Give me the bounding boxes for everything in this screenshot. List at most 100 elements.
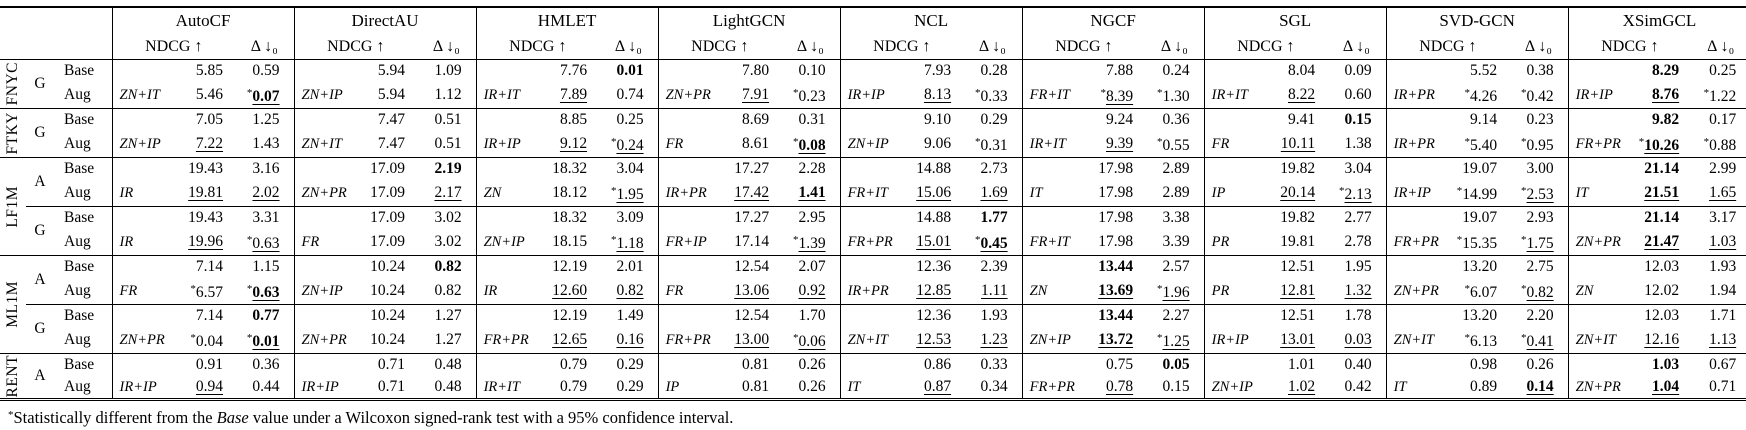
aug-strategy-label: FR — [657, 278, 716, 305]
aug-strategy-label: FR+PR — [1021, 376, 1080, 400]
aug-strategy-label — [1203, 108, 1262, 131]
aug-strategy-label: PR — [1203, 278, 1262, 305]
ndcg-value: 17.09 — [351, 206, 418, 229]
delta-value: 0.40 — [1327, 353, 1387, 376]
aug-strategy-label — [1567, 108, 1626, 131]
ndcg-value: 12.03 — [1625, 255, 1692, 278]
ndcg-value: 8.76 — [1652, 86, 1680, 103]
aug-strategy-label: ZN+IP — [111, 131, 170, 158]
ndcg-value: 21.51 — [1644, 184, 1680, 201]
aug-strategy-label: FR+PR — [475, 327, 534, 354]
delta-value: 0.23 — [1509, 108, 1569, 131]
split-label: G — [26, 206, 54, 256]
aug-strategy-label — [1021, 59, 1080, 82]
significance-asterisk: * — [1521, 185, 1527, 197]
aug-strategy-label — [293, 353, 352, 376]
delta-value: *0.08 — [792, 136, 826, 154]
delta-value: *0.24 — [610, 136, 644, 154]
table-footnote: *Statistically different from the Base v… — [0, 401, 1746, 428]
ndcg-value: 0.89 — [1470, 378, 1498, 395]
delta-value: 0.48 — [417, 353, 477, 376]
aug-strategy-label: ZN — [475, 180, 534, 207]
ndcg-value: 8.22 — [1287, 86, 1316, 103]
delta-value: 1.93 — [1691, 255, 1746, 278]
method-header-lightgcn: LightGCN — [657, 7, 841, 34]
delta-value: 0.36 — [1145, 108, 1205, 131]
aug-strategy-label: IR+PR — [657, 180, 716, 207]
ndcg-value: 7.89 — [559, 86, 588, 103]
delta-value: 1.32 — [1344, 282, 1372, 299]
significance-asterisk: * — [792, 234, 799, 246]
ndcg-value: 7.91 — [741, 86, 770, 103]
delta-value: 1.12 — [434, 86, 462, 103]
delta-value: 0.71 — [1709, 378, 1737, 395]
split-label: A — [26, 157, 54, 207]
ndcg-value: 14.88 — [897, 206, 964, 229]
delta-value: *0.33 — [974, 87, 1008, 105]
significance-asterisk: * — [1638, 136, 1645, 148]
ndcg-column-header: NDCG ↑ — [1021, 34, 1146, 60]
aug-strategy-label: IT — [1021, 180, 1080, 207]
ndcg-value: 12.19 — [533, 304, 600, 327]
aug-strategy-label — [475, 255, 534, 278]
ndcg-value: *5.40 — [1464, 136, 1498, 154]
aug-strategy-label: FR — [293, 229, 352, 256]
significance-asterisk: * — [190, 283, 196, 295]
significance-asterisk: * — [1464, 87, 1471, 99]
significance-asterisk: * — [792, 332, 799, 344]
ndcg-value: 5.46 — [195, 86, 224, 103]
corner-blank — [0, 7, 112, 34]
ndcg-value: 9.12 — [559, 135, 588, 152]
delta-value: 0.15 — [1162, 378, 1190, 395]
ndcg-value: 7.14 — [169, 304, 236, 327]
aug-strategy-label: IR+IP — [1203, 327, 1262, 354]
delta-value: 3.00 — [1509, 157, 1569, 180]
aug-strategy-label: FR+IT — [1021, 82, 1080, 109]
ndcg-value: 20.14 — [1280, 184, 1316, 201]
significance-asterisk: * — [190, 332, 196, 344]
ndcg-value: 12.85 — [916, 282, 952, 299]
aug-strategy-label — [111, 108, 170, 131]
ndcg-value: 15.06 — [916, 184, 952, 201]
aug-strategy-label: IR+IP — [475, 131, 534, 158]
ndcg-value: 0.79 — [559, 378, 588, 395]
delta-value: *0.23 — [792, 87, 826, 105]
aug-strategy-label — [839, 255, 898, 278]
delta-value: 0.29 — [963, 108, 1023, 131]
aug-strategy-label — [1567, 206, 1626, 229]
aug-strategy-label — [1203, 206, 1262, 229]
ndcg-value: 12.53 — [916, 331, 952, 348]
delta-value: 1.70 — [781, 304, 841, 327]
ndcg-value: 18.15 — [552, 233, 588, 250]
ndcg-column-header: NDCG ↑ — [475, 34, 600, 60]
significance-asterisk: * — [1521, 283, 1527, 295]
delta-value: 2.93 — [1509, 206, 1569, 229]
ndcg-value: 12.02 — [1644, 282, 1680, 299]
aug-strategy-label: IR+IT — [1203, 82, 1262, 109]
aug-strategy-label: IT — [1567, 180, 1626, 207]
dataset-label-fnyc: FNYC — [0, 60, 26, 109]
delta-value: 2.77 — [1327, 206, 1387, 229]
delta-value: 1.43 — [252, 135, 280, 152]
aug-strategy-label — [839, 353, 898, 376]
delta-value: *1.75 — [1521, 234, 1554, 252]
delta-value: 2.28 — [781, 157, 841, 180]
ndcg-value: 19.82 — [1261, 157, 1328, 180]
aug-strategy-label — [1385, 255, 1444, 278]
ndcg-value: 12.19 — [533, 255, 600, 278]
dataset-label-text: FNYC — [4, 62, 21, 106]
delta-value: 2.17 — [434, 184, 462, 201]
significance-asterisk: * — [1339, 185, 1345, 197]
delta-value: 0.82 — [616, 282, 644, 299]
delta-value: 0.82 — [434, 282, 462, 299]
significance-asterisk: * — [1703, 87, 1710, 99]
delta-value: *0.01 — [246, 332, 280, 350]
delta-value: 2.99 — [1691, 157, 1746, 180]
significance-asterisk: * — [974, 136, 981, 148]
delta-value: *0.45 — [974, 234, 1008, 252]
delta-value: *0.31 — [974, 136, 1008, 154]
delta-value: *0.55 — [1156, 136, 1190, 154]
delta-value: 1.78 — [1327, 304, 1387, 327]
aug-strategy-label — [839, 304, 898, 327]
aug-strategy-label — [475, 157, 534, 180]
